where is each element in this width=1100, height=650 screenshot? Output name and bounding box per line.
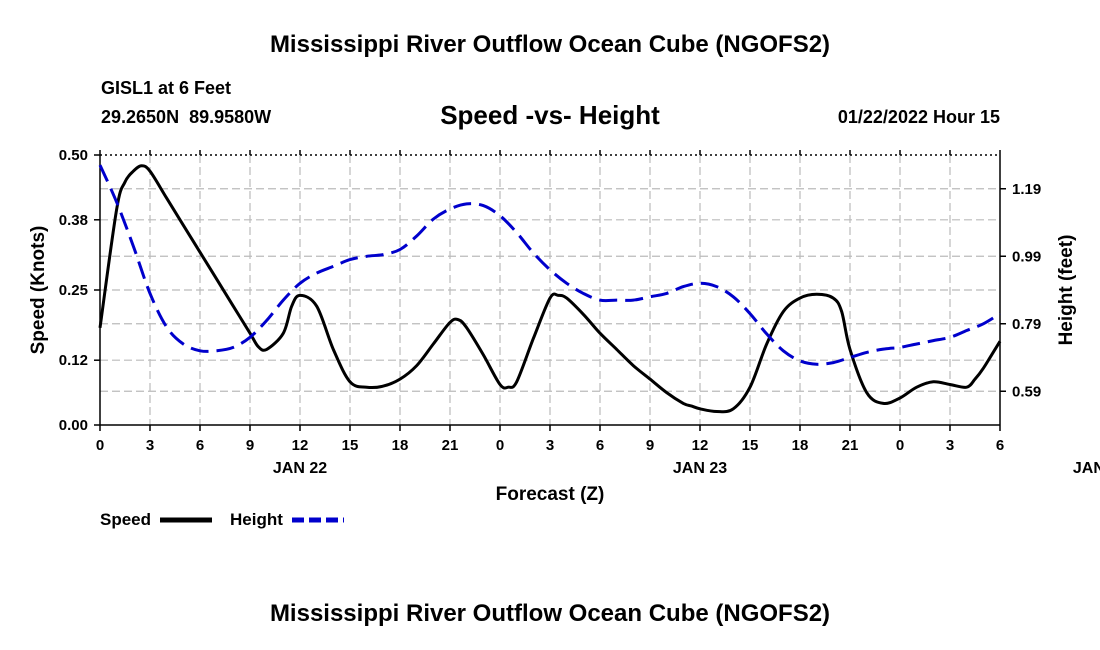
x-tick-label: 0 (896, 437, 904, 454)
x-tick-label: 9 (646, 437, 654, 454)
y2-tick-label: 1.19 (1012, 181, 1041, 198)
x-tick-label: 15 (742, 437, 759, 454)
x-tick-label: 18 (792, 437, 809, 454)
date-label: JAN 24 (1073, 460, 1100, 477)
y-tick-label: 0.00 (59, 417, 88, 434)
chart-title: Mississippi River Outflow Ocean Cube (NG… (269, 31, 831, 58)
y-tick-label: 0.25 (59, 282, 88, 299)
x-tick-label: 15 (342, 437, 359, 454)
x-tick-label: 9 (246, 437, 254, 454)
x-tick-label: 6 (996, 437, 1004, 454)
y-tick-label: 0.38 (59, 212, 88, 229)
date-label: JAN 22 (273, 460, 327, 477)
series-line-height (98, 164, 1001, 366)
y-axis-title: Speed (Knots) (28, 226, 49, 355)
y2-axis-title: Height (feet) (1056, 235, 1077, 346)
legend-speed-label: Speed (100, 510, 151, 529)
x-axis-title: Forecast (Z) (496, 484, 605, 505)
series-line-speed (98, 164, 1002, 414)
y-tick-label: 0.50 (59, 147, 88, 164)
x-tick-label: 3 (146, 437, 154, 454)
y2-tick-label: 0.59 (1012, 383, 1041, 400)
x-tick-label: 6 (596, 437, 604, 454)
x-tick-label: 21 (442, 437, 459, 454)
x-tick-label: 3 (546, 437, 554, 454)
y2-tick-label: 0.79 (1012, 316, 1041, 333)
legend-height-label: Height (230, 510, 283, 529)
axis-layer: 0 3 6 9 12 15 18 21 0 3 6 9 12 15 18 21 0 3 6 JAN 22 JAN 23 J… (28, 147, 1100, 505)
grid-layer (100, 155, 1000, 425)
coordinates-label: 29.2650N 89.9580W (101, 107, 272, 127)
x-tick-label: 0 (96, 437, 104, 454)
y-tick-label: 0.12 (59, 352, 88, 369)
x-tick-label: 3 (946, 437, 954, 454)
x-tick-label: 6 (196, 437, 204, 454)
forecast-datetime: 01/22/2022 Hour 15 (837, 107, 1000, 127)
y2-tick-label: 0.99 (1012, 248, 1041, 265)
station-label: GISL1 at 6 Feet (101, 78, 232, 98)
series-layer (98, 164, 1002, 414)
chart-subtitle: Speed -vs- Height (440, 100, 660, 130)
legend: Speed Height (100, 510, 344, 529)
date-label: JAN 23 (673, 460, 727, 477)
x-tick-label: 0 (496, 437, 504, 454)
x-tick-label: 18 (392, 437, 409, 454)
x-tick-label: 12 (692, 437, 709, 454)
x-tick-label: 21 (842, 437, 859, 454)
chart-title-repeat: Mississippi River Outflow Ocean Cube (NG… (269, 600, 831, 627)
x-tick-label: 12 (292, 437, 309, 454)
